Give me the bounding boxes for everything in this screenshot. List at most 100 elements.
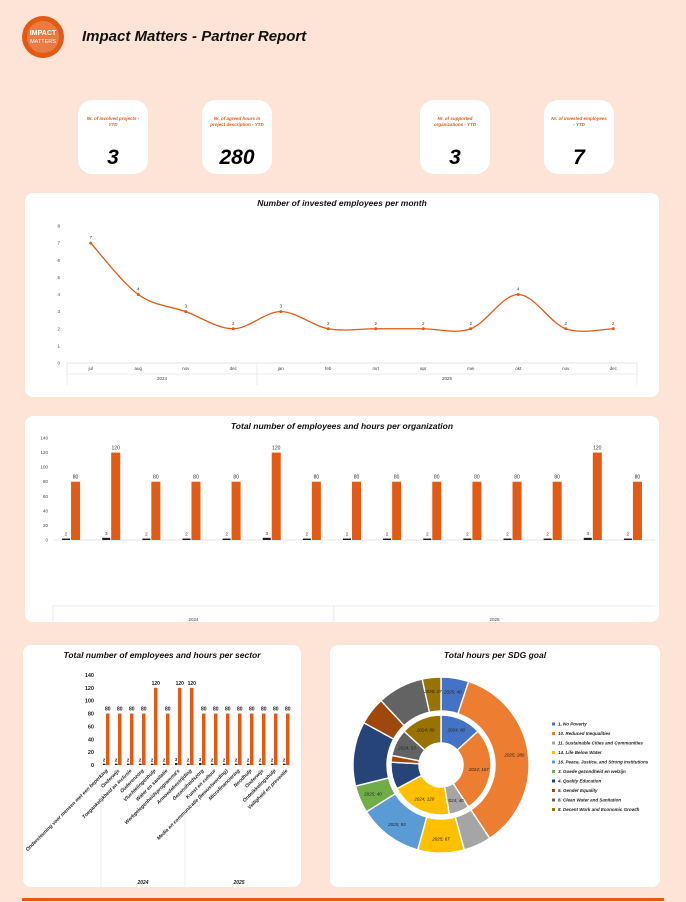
legend-swatch: [552, 789, 555, 792]
hours-data-label: 80: [273, 707, 279, 713]
data-label: 4: [517, 287, 520, 292]
data-point: [611, 327, 615, 331]
employees-data-label: 2: [466, 532, 469, 537]
data-label: 2: [564, 321, 567, 326]
employees-bar: [182, 538, 191, 540]
logo-badge-icon: IMPACT MATTERS: [22, 16, 64, 58]
x-tick-label: aug: [134, 366, 142, 371]
kpi-value: 280: [219, 146, 255, 169]
employees-data-label: 2: [185, 532, 188, 537]
y-tick-label: 6: [57, 258, 60, 263]
y-tick-label: 5: [57, 275, 60, 280]
line-chart: 0 1 2 3 4 5 6 7 8 7 jul 4 aug 3 nov 2 dec 3 jan 2 feb 2 mrt 2 ap…: [57, 224, 638, 385]
y-tick-label: 8: [57, 224, 60, 229]
hours-data-label: 120: [176, 681, 185, 687]
y-tick-label: 1: [57, 343, 60, 348]
employees-data-label: 2: [306, 532, 309, 537]
donut-slice: [452, 730, 492, 808]
employees-bar: [175, 763, 178, 765]
kpi-value: 7: [573, 146, 585, 169]
employees-hours-per-organization-card: Total number of employees and hours per …: [25, 416, 659, 622]
slice-data-label: 2024; 80: [447, 728, 466, 733]
y-tick-label: 2: [57, 326, 60, 331]
employees-data-label: 2: [139, 758, 142, 763]
kpi-value: 3: [107, 146, 119, 169]
logo-text-2: MATTERS: [30, 39, 56, 45]
y-tick-label: 80: [88, 712, 94, 718]
page-title: Impact Matters - Partner Report: [82, 28, 307, 45]
employees-bar: [127, 763, 130, 765]
legend-swatch: [552, 798, 555, 802]
hours-data-label: 80: [213, 707, 219, 713]
y-tick-label: 80: [43, 479, 49, 484]
employees-hours-per-sector-card: Total number of employees and hours per …: [23, 645, 301, 887]
employees-data-label: 2: [127, 758, 130, 763]
employees-data-label: 2: [283, 758, 286, 763]
employees-data-label: 3: [265, 531, 268, 536]
kpi-label: Nr. of supported organizations - YTD: [433, 116, 477, 127]
hours-bar: [118, 713, 122, 765]
employees-bar: [262, 537, 271, 540]
legend-label: 10. Reduced Inequalities: [558, 731, 611, 736]
employees-bar: [235, 763, 238, 765]
employees-data-label: 2: [346, 532, 349, 537]
employees-bar: [139, 763, 142, 765]
hours-bar: [166, 713, 170, 765]
hours-data-label: 80: [237, 707, 243, 713]
employees-bar: [102, 537, 111, 540]
hours-bar: [286, 713, 290, 765]
hours-bar: [352, 481, 361, 540]
employees-data-label: 2: [115, 758, 118, 763]
hours-bar: [202, 713, 206, 765]
hours-bar: [231, 481, 241, 540]
hours-bar: [472, 481, 482, 540]
legend-swatch: [552, 751, 555, 754]
hours-bar: [512, 481, 522, 540]
slice-data-label: 2024; 80: [416, 728, 435, 733]
hours-data-label: 80: [129, 707, 135, 713]
legend-swatch: [552, 732, 555, 735]
data-label: 2: [469, 321, 472, 326]
legend-label: 11. Sustainable Cities and Communities: [558, 741, 643, 746]
slice-data-label: 2025; 67: [431, 837, 450, 842]
y-tick-label: 0: [91, 763, 94, 769]
employees-bar: [163, 763, 166, 765]
x-tick-label: nov: [182, 366, 190, 371]
legend-swatch: [552, 770, 555, 773]
employees-data-label: 2: [546, 532, 549, 537]
kpi-card-hours: Nr. of agreed hours in project descripti…: [202, 100, 272, 174]
legend-swatch: [552, 808, 555, 811]
y-tick-label: 140: [85, 673, 94, 679]
group-label: 2024: [136, 880, 148, 886]
logo: IMPACT MATTERS: [20, 14, 66, 60]
y-tick-label: 100: [85, 699, 94, 705]
y-tick-label: 140: [40, 436, 48, 441]
employees-bar: [222, 538, 231, 540]
legend-label: 5. Gender Equality: [558, 788, 598, 793]
x-tick-label: feb: [325, 366, 332, 371]
employees-data-label: 2: [151, 758, 154, 763]
data-point: [184, 310, 188, 314]
x-tick-label: jul: [87, 366, 93, 371]
legend-label: 4. Quality Education: [557, 779, 602, 784]
employees-bar: [199, 763, 202, 765]
employees-bar: [142, 538, 151, 540]
y-tick-label: 120: [40, 450, 48, 455]
y-tick-label: 3: [57, 309, 60, 314]
employees-data-label: 3: [587, 531, 590, 536]
employees-bar: [271, 763, 274, 765]
sdg-donut-chart: 2025; 40 2025; 280 2025; 67 2025; 93 2025; 4…: [352, 676, 649, 854]
employees-data-label: 2: [627, 532, 630, 537]
hours-bar: [111, 452, 121, 540]
hours-data-label: 80: [225, 707, 231, 713]
chart-title: Total hours per SDG goal: [443, 650, 547, 660]
x-tick-label: apr: [420, 366, 427, 371]
y-tick-label: 20: [88, 750, 94, 756]
employees-bar: [211, 763, 214, 765]
chart-title: Total number of employees and hours per …: [230, 421, 454, 431]
y-tick-label: 40: [43, 508, 49, 513]
y-tick-label: 0: [45, 538, 48, 543]
legend-swatch: [552, 779, 555, 783]
data-point: [516, 293, 520, 296]
legend-label: 8. Decent Work and Economic Growth: [558, 807, 640, 812]
